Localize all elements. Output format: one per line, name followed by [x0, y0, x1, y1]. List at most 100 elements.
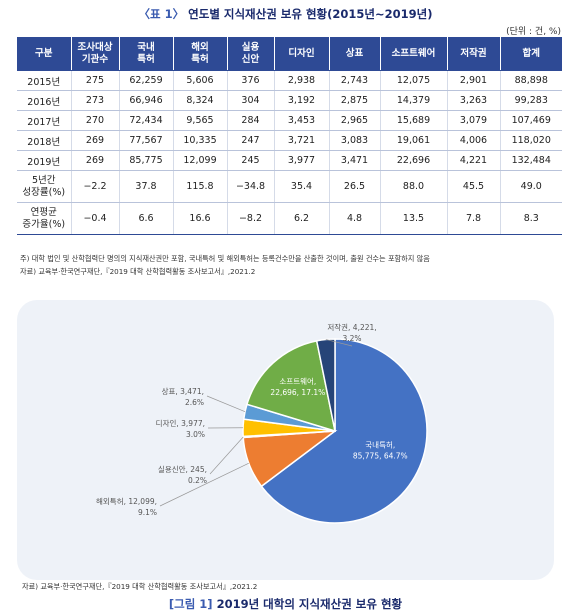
table-row: 연평균 증가율(%) −0.4 6.6 16.6 −8.2 6.2 4.8 13.5 7.8 8.3: [17, 202, 562, 235]
table-cell: 6.2: [273, 202, 329, 235]
table-cell: 12,075: [379, 70, 447, 91]
table-cell: 9,565: [172, 110, 227, 131]
slice-label: 저작권, 4,221, 3.2%: [327, 322, 376, 343]
table-cell: 107,469: [499, 110, 562, 131]
table-note: 주) 대학 법인 및 산학협력단 명의의 지식재산권만 포함, 국내특허 및 해…: [20, 254, 430, 263]
table-row: 2018년 269 77,567 10,335 247 3,721 3,083 19,061 4…: [17, 130, 562, 151]
table-cell: 2015년: [17, 70, 71, 91]
table-header-cell: 실용 신안: [226, 37, 274, 71]
table-cell: 376: [226, 70, 274, 91]
table-cell: 3,083: [328, 130, 380, 151]
table-cell: 2018년: [17, 130, 71, 151]
table-header-cell: 조사대상 기관수: [70, 37, 119, 71]
slice-label: 디자인, 3,977, 3.0%: [156, 418, 205, 439]
table-cell: −34.8: [226, 170, 274, 203]
table-cell: 16.6: [172, 202, 227, 235]
table-header-cell: 해외 특허: [172, 37, 227, 71]
table-header-row: 구분 조사대상 기관수 국내 특허 해외 특허 실용 신안 디자인 상표 소프트웨어 저작권 합계: [17, 37, 562, 71]
table-cell: 99,283: [499, 90, 562, 111]
figure-title: [그림 1] 2019년 대학의 지식재산권 보유 현황: [0, 596, 571, 612]
table-cell: 247: [226, 130, 274, 151]
table-cell: 269: [70, 150, 119, 171]
table-cell: 77,567: [118, 130, 173, 151]
table-cell: 275: [70, 70, 119, 91]
table-cell: 3,471: [328, 150, 380, 171]
table-cell: 2,743: [328, 70, 380, 91]
table-cell: 2,965: [328, 110, 380, 131]
table-header-cell: 소프트웨어: [379, 37, 447, 71]
table-cell: 3,977: [273, 150, 329, 171]
slice-label: 소프트웨어, 22,696, 17.1%: [270, 376, 325, 397]
pie-chart: 국내특허, 85,775, 64.7% 해외특허, 12,099, 9.1%실용신안,…: [96, 322, 428, 524]
leader-line: [159, 462, 249, 507]
table-cell: 273: [70, 90, 119, 111]
table-cell: 26.5: [328, 170, 380, 203]
table-cell: 37.8: [118, 170, 173, 203]
table-cell: 4,221: [446, 150, 500, 171]
table-cell: 10,335: [172, 130, 227, 151]
table-header-cell: 구분: [17, 37, 71, 71]
leader-line: [206, 395, 246, 412]
table-header-cell: 디자인: [273, 37, 329, 71]
table-cell: 245: [226, 150, 274, 171]
table-cell: 2,938: [273, 70, 329, 91]
table-cell: 66,946: [118, 90, 173, 111]
table-header-cell: 저작권: [446, 37, 500, 71]
table-cell: 284: [226, 110, 274, 131]
table-cell: 22,696: [379, 150, 447, 171]
table-header-cell: 상표: [328, 37, 380, 71]
table-cell: 6.6: [118, 202, 173, 235]
table-cell: 3,192: [273, 90, 329, 111]
table-row: 2019년 269 85,775 12,099 245 3,977 3,471 22,696 4…: [17, 150, 562, 171]
table-cell: 269: [70, 130, 119, 151]
table-cell: 5년간 성장률(%): [17, 170, 71, 203]
leader-line: [209, 436, 244, 475]
table-cell: 115.8: [172, 170, 227, 203]
table-cell: 85,775: [118, 150, 173, 171]
table-unit: (단위 : 건, %): [506, 27, 561, 37]
table-cell: 연평균 증가율(%): [17, 202, 71, 235]
pie-slice: [246, 339, 336, 433]
table-cell: 118,020: [499, 130, 562, 151]
table-cell: 35.4: [273, 170, 329, 203]
slice-label: 해외특허, 12,099, 9.1%: [96, 496, 157, 517]
table-cell: −2.2: [70, 170, 119, 203]
figure-title-text: 2019년 대학의 지식재산권 보유 현황: [216, 597, 403, 611]
table-cell: 132,484: [499, 150, 562, 171]
table-cell: 4,006: [446, 130, 500, 151]
table-cell: 2,875: [328, 90, 380, 111]
table-cell: −8.2: [226, 202, 274, 235]
table-body: 2015년 275 62,259 5,606 376 2,938 2,743 12,075 2,…: [17, 70, 562, 235]
table-cell: 2,901: [446, 70, 500, 91]
table-row: 2017년 270 72,434 9,565 284 3,453 2,965 15,689 3,…: [17, 110, 562, 131]
table-cell: 3,453: [273, 110, 329, 131]
table-cell: 3,263: [446, 90, 500, 111]
slice-label: 국내특허, 85,775, 64.7%: [353, 441, 408, 461]
table-header-cell: 국내 특허: [118, 37, 173, 71]
table-cell: 5,606: [172, 70, 227, 91]
table-cell: 3,079: [446, 110, 500, 131]
table-cell: 49.0: [499, 170, 562, 203]
slice-label: 실용신안, 245, 0.2%: [158, 464, 207, 485]
table-cell: −0.4: [70, 202, 119, 235]
table-row: 2015년 275 62,259 5,606 376 2,938 2,743 12,075 2,…: [17, 70, 562, 91]
table-cell: 2017년: [17, 110, 71, 131]
table-cell: 62,259: [118, 70, 173, 91]
table-cell: 3,721: [273, 130, 329, 151]
table-cell: 88.0: [379, 170, 447, 203]
leader-line: [325, 339, 353, 347]
ip-table: 구분 조사대상 기관수 국내 특허 해외 특허 실용 신안 디자인 상표 소프트웨어 저작권 합계 201…: [17, 37, 562, 235]
table-title-tag: 〈표 1〉: [138, 7, 185, 21]
table-cell: 2019년: [17, 150, 71, 171]
figure-title-tag: [그림 1]: [168, 597, 213, 611]
table-cell: 8,324: [172, 90, 227, 111]
slice-label: 상표, 3,471, 2.6%: [162, 386, 204, 407]
table-cell: 8.3: [499, 202, 562, 235]
table-cell: 7.8: [446, 202, 500, 235]
table-cell: 19,061: [379, 130, 447, 151]
table-cell: 4.8: [328, 202, 380, 235]
table-cell: 270: [70, 110, 119, 131]
chart-source: 자료) 교육부·한국연구재단,『2019 대학 산학협력활동 조사보고서』,20…: [22, 582, 258, 591]
table-cell: 12,099: [172, 150, 227, 171]
pie-slice: [260, 338, 428, 524]
